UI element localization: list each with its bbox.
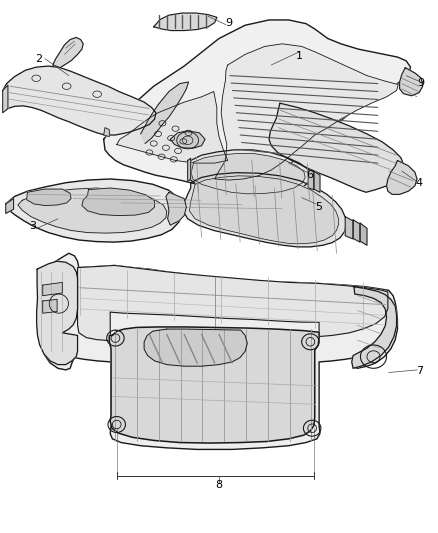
Text: 2: 2 (35, 54, 42, 63)
Polygon shape (6, 179, 182, 242)
Polygon shape (117, 92, 228, 163)
Polygon shape (353, 220, 360, 242)
Polygon shape (36, 266, 432, 489)
Polygon shape (144, 329, 247, 366)
Polygon shape (314, 171, 320, 192)
Polygon shape (18, 188, 167, 233)
Polygon shape (184, 173, 346, 247)
Polygon shape (166, 192, 186, 225)
Polygon shape (308, 169, 314, 190)
Polygon shape (104, 20, 410, 186)
Polygon shape (43, 300, 57, 313)
Text: 5: 5 (315, 201, 322, 212)
Polygon shape (170, 131, 205, 148)
Polygon shape (352, 287, 396, 368)
Text: 1: 1 (296, 51, 303, 61)
Polygon shape (215, 44, 398, 180)
Polygon shape (27, 189, 71, 206)
Polygon shape (6, 199, 14, 214)
Polygon shape (1, 2, 437, 203)
Polygon shape (43, 282, 62, 296)
Text: 4: 4 (416, 178, 423, 188)
Polygon shape (37, 253, 397, 449)
Text: 7: 7 (416, 367, 423, 376)
Polygon shape (269, 103, 404, 192)
Text: 6: 6 (307, 171, 314, 180)
Polygon shape (110, 327, 319, 443)
Polygon shape (104, 127, 110, 136)
Polygon shape (78, 265, 388, 341)
Polygon shape (191, 154, 305, 194)
Polygon shape (189, 176, 339, 244)
Polygon shape (37, 261, 78, 365)
Polygon shape (3, 85, 8, 113)
Text: 9: 9 (417, 77, 424, 87)
Text: 8: 8 (215, 480, 223, 490)
Polygon shape (53, 37, 83, 68)
Polygon shape (345, 216, 353, 239)
Polygon shape (3, 66, 156, 135)
Polygon shape (399, 68, 423, 96)
Text: 9: 9 (226, 18, 233, 28)
Polygon shape (187, 150, 311, 198)
Polygon shape (187, 158, 191, 182)
Text: 3: 3 (29, 221, 36, 231)
Polygon shape (387, 160, 417, 195)
Polygon shape (154, 13, 217, 30)
Polygon shape (360, 223, 367, 245)
Polygon shape (141, 82, 188, 143)
Polygon shape (82, 188, 155, 216)
